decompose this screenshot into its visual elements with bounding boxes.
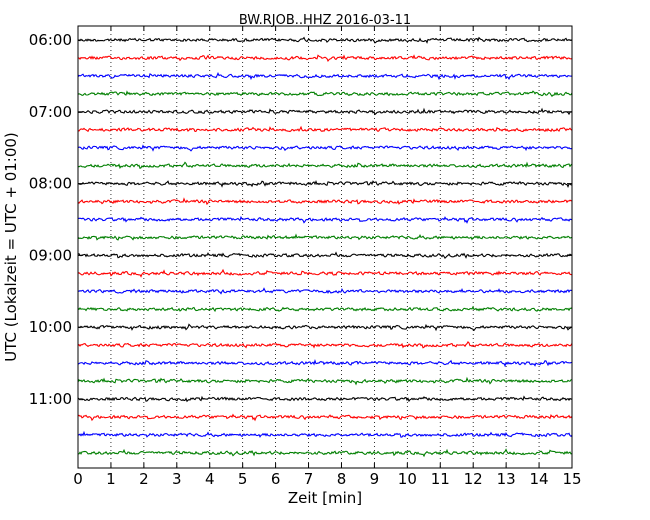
y-tick-label-1100: 11:00: [29, 390, 72, 408]
grid-lines: [110, 26, 540, 468]
trace-0915: [77, 268, 573, 278]
trace-0900: [77, 251, 573, 260]
x-tick-label-8: 8: [337, 470, 347, 488]
trace-0615: [77, 54, 573, 63]
plot-frame: [77, 25, 573, 469]
x-tick-label-5: 5: [238, 470, 248, 488]
y-tick-label-0800: 08:00: [29, 175, 72, 193]
trace-0800: [77, 180, 573, 189]
trace-0630: [77, 71, 573, 81]
y-axis-label: UTC (Lokalzeit = UTC + 01:00): [2, 132, 20, 362]
x-tick-label-15: 15: [562, 470, 581, 488]
trace-0645: [77, 90, 573, 98]
x-tick-label-6: 6: [271, 470, 281, 488]
trace-1145: [77, 448, 573, 458]
trace-1100: [77, 395, 573, 403]
x-tick-label-9: 9: [370, 470, 380, 488]
trace-0945: [77, 305, 573, 313]
x-tick-label-3: 3: [172, 470, 182, 488]
y-tick-label-0900: 09:00: [29, 246, 72, 264]
trace-0930: [77, 287, 573, 295]
trace-0730: [77, 144, 573, 152]
trace-0700: [77, 107, 573, 116]
x-axis-label: Zeit [min]: [288, 489, 362, 507]
x-tick-label-13: 13: [497, 470, 516, 488]
x-tick-label-0: 0: [73, 470, 83, 488]
trace-0715: [77, 125, 573, 133]
y-tick-label-1000: 10:00: [29, 318, 72, 336]
x-tick-label-12: 12: [464, 470, 483, 488]
x-tick-label-4: 4: [205, 470, 215, 488]
x-tick-label-10: 10: [398, 470, 417, 488]
trace-1115: [77, 413, 573, 422]
x-tick-labels: 0 1 2 3 4 5 6 7 8 9 10 11 12 13 14 15: [73, 470, 581, 488]
trace-1000: [77, 323, 573, 332]
trace-0845: [77, 233, 573, 241]
x-tick-label-1: 1: [106, 470, 116, 488]
x-tick-label-14: 14: [530, 470, 549, 488]
axis-ticks: [77, 26, 573, 468]
x-tick-label-11: 11: [431, 470, 450, 488]
seismic-traces: [77, 36, 573, 458]
y-tick-labels: 06:00 07:00 08:00 09:00 10:00 11:00: [29, 31, 72, 408]
trace-1130: [77, 430, 573, 438]
trace-0745: [77, 161, 573, 170]
x-tick-label-2: 2: [139, 470, 149, 488]
trace-0830: [77, 215, 573, 224]
y-tick-label-0700: 07:00: [29, 103, 72, 121]
y-tick-label-0600: 06:00: [29, 31, 72, 49]
trace-1045: [77, 376, 573, 386]
chart-title: BW.RJOB..HHZ 2016-03-11: [239, 13, 411, 28]
trace-1030: [77, 358, 573, 368]
trace-1015: [77, 340, 573, 349]
trace-0815: [77, 197, 573, 206]
x-tick-label-7: 7: [304, 470, 314, 488]
trace-0600: [77, 36, 573, 44]
